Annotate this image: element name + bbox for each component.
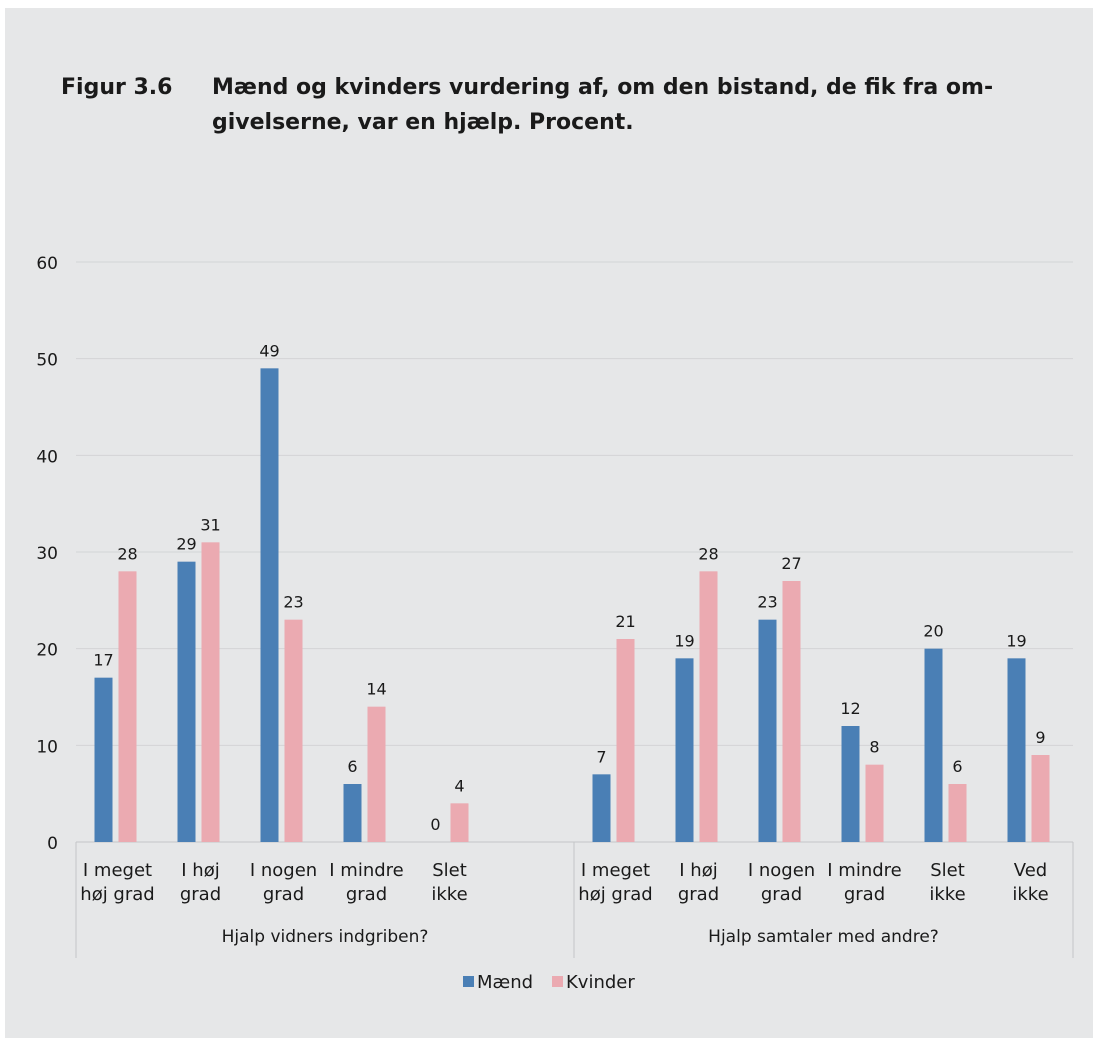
- data-label: 7: [596, 747, 606, 766]
- figure-panel: [5, 8, 1093, 1038]
- bar: [260, 368, 279, 842]
- x-tick-label: Slet: [432, 860, 467, 881]
- group-label: Hjalp samtaler med andre?: [708, 927, 939, 947]
- group-label: Hjalp vidners indgriben?: [222, 927, 429, 947]
- x-tick-label: grad: [346, 884, 387, 905]
- data-label: 28: [698, 544, 718, 563]
- x-tick-label: høj grad: [80, 884, 154, 905]
- data-label: 8: [869, 738, 879, 757]
- bar: [924, 648, 943, 842]
- data-label: 17: [93, 651, 113, 670]
- x-tick-label: I nogen: [748, 860, 815, 881]
- data-label: 21: [615, 612, 635, 631]
- data-label: 4: [454, 776, 464, 795]
- x-tick-label: grad: [678, 884, 719, 905]
- bar: [865, 764, 884, 842]
- data-label: 6: [347, 757, 357, 776]
- x-tick-label: I nogen: [250, 860, 317, 881]
- x-tick-label: I mindre: [329, 860, 403, 881]
- data-label: 12: [840, 699, 860, 718]
- x-tick-label: I høj: [181, 860, 219, 881]
- bar: [201, 542, 220, 842]
- bar: [616, 639, 635, 842]
- data-label: 6: [952, 757, 962, 776]
- x-tick-label: høj grad: [578, 884, 652, 905]
- x-tick-label: grad: [844, 884, 885, 905]
- legend-label: Kvinder: [566, 972, 635, 993]
- bar: [450, 803, 469, 842]
- y-tick-label: 0: [47, 834, 58, 854]
- figure-label: Figur 3.6: [61, 75, 173, 100]
- bar: [284, 619, 303, 842]
- bar: [592, 774, 611, 842]
- x-tick-label: ikke: [431, 884, 467, 905]
- bar: [343, 784, 362, 842]
- bar: [94, 677, 113, 842]
- data-label: 19: [1006, 631, 1026, 650]
- x-tick-label: I meget: [581, 860, 650, 881]
- x-tick-label: ikke: [1012, 884, 1048, 905]
- bar: [118, 571, 137, 842]
- bar: [367, 706, 386, 842]
- data-label: 14: [366, 680, 386, 699]
- data-label: 0: [430, 815, 440, 834]
- x-tick-label: grad: [263, 884, 304, 905]
- y-tick-label: 60: [36, 254, 58, 274]
- x-tick-label: grad: [761, 884, 802, 905]
- x-tick-label: I meget: [83, 860, 152, 881]
- x-tick-label: Ved: [1014, 860, 1047, 881]
- bar: [1007, 658, 1026, 842]
- data-label: 27: [781, 554, 801, 573]
- y-tick-label: 20: [36, 641, 58, 661]
- legend-label: Mænd: [477, 972, 533, 993]
- bar: [699, 571, 718, 842]
- y-tick-label: 30: [36, 544, 58, 564]
- data-label: 23: [757, 593, 777, 612]
- data-label: 23: [283, 593, 303, 612]
- y-tick-label: 10: [36, 737, 58, 757]
- data-label: 49: [259, 341, 279, 360]
- bar: [948, 784, 967, 842]
- x-tick-label: I mindre: [827, 860, 901, 881]
- data-label: 9: [1035, 728, 1045, 747]
- data-label: 28: [117, 544, 137, 563]
- x-tick-label: Slet: [930, 860, 965, 881]
- legend-swatch: [463, 976, 474, 987]
- bar: [1031, 755, 1050, 842]
- data-label: 31: [200, 515, 220, 534]
- data-label: 19: [674, 631, 694, 650]
- legend-swatch: [552, 976, 563, 987]
- bar: [177, 561, 196, 842]
- bar: [675, 658, 694, 842]
- data-label: 29: [176, 535, 196, 554]
- x-tick-label: I høj: [679, 860, 717, 881]
- x-tick-label: ikke: [929, 884, 965, 905]
- bar: [782, 581, 801, 842]
- bar: [758, 619, 777, 842]
- y-tick-label: 40: [36, 447, 58, 467]
- y-tick-label: 50: [36, 351, 58, 371]
- figure-title-text: Mænd og kvinders vurdering af, om den bi…: [212, 75, 994, 135]
- bar: [841, 726, 860, 842]
- x-tick-label: grad: [180, 884, 221, 905]
- data-label: 20: [923, 622, 943, 641]
